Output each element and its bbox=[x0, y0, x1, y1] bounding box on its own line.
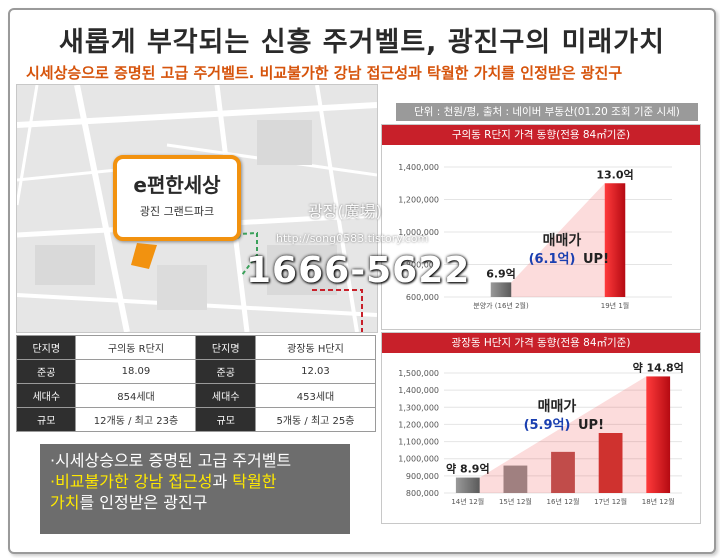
info-label: 세대수 bbox=[195, 383, 256, 408]
info-label: 준공 bbox=[195, 359, 256, 384]
chart-bar bbox=[646, 376, 671, 493]
chart-bar bbox=[455, 477, 480, 493]
data-label: 약 14.8억 bbox=[633, 360, 684, 374]
y-tick-label: 600,000 bbox=[406, 293, 439, 302]
chart-bar bbox=[490, 282, 512, 297]
chart-bar bbox=[598, 433, 623, 493]
growth-wedge bbox=[511, 183, 605, 297]
complex-info-table: 단지명 구의동 R단지 단지명 광장동 H단지 준공 18.09 준공 12.03 세대수 854… bbox=[15, 335, 377, 432]
chart-bar bbox=[604, 183, 626, 297]
info-label: 단지명 bbox=[15, 335, 77, 360]
annotation-label: 매매가 bbox=[543, 233, 582, 249]
note-line-3-rest: 를 인정받은 광진구 bbox=[79, 493, 208, 512]
y-tick-label: 1,200,000 bbox=[398, 196, 439, 205]
y-tick-label: 900,000 bbox=[406, 472, 439, 481]
y-tick-label: 1,000,000 bbox=[398, 228, 439, 237]
annotation-label: 매매가 bbox=[538, 399, 577, 415]
info-value: 12.03 bbox=[254, 359, 377, 384]
chart-panel-2: 광장동 H단지 가격 동향(전용 84㎡기준) 1,500,000 1,400,0… bbox=[381, 332, 701, 524]
info-row: 규모 12개동 / 최고 23층 규모 5개동 / 최고 25층 bbox=[15, 407, 377, 432]
info-value: 453세대 bbox=[254, 383, 377, 408]
y-tick-label: 800,000 bbox=[406, 489, 439, 498]
note-line-2-highlight-2: 탁월한 bbox=[232, 472, 277, 491]
y-tick-label: 1,000,000 bbox=[398, 455, 439, 464]
y-tick-label: 1,300,000 bbox=[398, 403, 439, 412]
note-line-1: ·시세상승으로 증명된 고급 주거벨트 bbox=[50, 451, 292, 470]
summary-note: ·시세상승으로 증명된 고급 주거벨트 ·비교불가한 강남 접근성과 탁월한 가… bbox=[40, 444, 350, 534]
note-line-3-highlight: 가치 bbox=[50, 493, 80, 512]
note-line-2-highlight: ·비교불가한 강남 접근성 bbox=[50, 472, 213, 491]
info-value: 광장동 H단지 bbox=[254, 335, 377, 360]
location-map: e편한세상 광진 그랜드파크 bbox=[16, 84, 378, 333]
data-label: 13.0억 bbox=[596, 168, 633, 181]
x-tick-label: 19년 1월 bbox=[601, 301, 629, 310]
x-tick-label: 17년 12월 bbox=[594, 497, 627, 506]
chart-2-title: 광장동 H단지 가격 동향(전용 84㎡기준) bbox=[382, 333, 700, 353]
growth-wedge bbox=[479, 376, 647, 493]
brand-logo: e편한세상 bbox=[133, 173, 221, 197]
data-label: 6.9억 bbox=[486, 267, 516, 280]
chart-1-title: 구의동 R단지 가격 동향(전용 84㎡기준) bbox=[382, 125, 700, 145]
info-label: 규모 bbox=[195, 407, 256, 432]
y-tick-label: 1,200,000 bbox=[398, 420, 439, 429]
unit-source-note: 단위 : 천원/평, 출처 : 네이버 부동산(01.20 조회 기준 시세) bbox=[396, 103, 698, 121]
info-label: 단지명 bbox=[195, 335, 256, 360]
chart-panel-1: 구의동 R단지 가격 동향(전용 84㎡기준) 1,400,000 1,200,0… bbox=[381, 124, 701, 330]
y-tick-label: 1,400,000 bbox=[398, 386, 439, 395]
x-tick-label: 14년 12월 bbox=[451, 497, 484, 506]
brand-subtitle: 광진 그랜드파크 bbox=[139, 205, 215, 218]
info-value: 5개동 / 최고 25층 bbox=[254, 407, 377, 432]
map-streets bbox=[17, 85, 377, 332]
info-label: 세대수 bbox=[15, 383, 77, 408]
page-title: 새롭게 부각되는 신흥 주거벨트, 광진구의 미래가치 bbox=[59, 27, 665, 58]
chart-bar bbox=[503, 465, 528, 493]
info-value: 12개동 / 최고 23층 bbox=[75, 407, 197, 432]
x-tick-label: 15년 12월 bbox=[499, 497, 532, 506]
chart-bar bbox=[551, 451, 575, 493]
annotation-suffix: UP! bbox=[578, 418, 604, 433]
note-line-3: 가치를 인정받은 광진구 bbox=[50, 492, 340, 513]
y-tick-label: 1,400,000 bbox=[398, 163, 439, 172]
info-value: 18.09 bbox=[75, 359, 197, 384]
info-label: 규모 bbox=[15, 407, 77, 432]
y-tick-label: 1,500,000 bbox=[398, 369, 439, 378]
y-tick-label: 1,100,000 bbox=[398, 438, 439, 447]
info-value: 854세대 bbox=[75, 383, 197, 408]
brand-callout: e편한세상 광진 그랜드파크 bbox=[113, 155, 241, 241]
info-row: 단지명 구의동 R단지 단지명 광장동 H단지 bbox=[15, 335, 377, 360]
info-row: 세대수 854세대 세대수 453세대 bbox=[15, 383, 377, 408]
annotation-suffix: UP! bbox=[583, 252, 609, 267]
data-label: 약 8.9억 bbox=[446, 462, 490, 476]
x-tick-label: 18년 12월 bbox=[642, 497, 675, 506]
info-value: 구의동 R단지 bbox=[75, 335, 197, 360]
chart-1-svg: 1,400,000 1,200,000 1,000,000 800,000 600,00… bbox=[398, 163, 672, 310]
y-tick-label: 800,000 bbox=[406, 261, 439, 270]
chart-2-svg: 1,500,000 1,400,000 1,300,000 1,200,000 1,10… bbox=[398, 360, 684, 506]
annotation-value: (6.1억) bbox=[529, 252, 576, 267]
info-label: 준공 bbox=[15, 359, 77, 384]
note-line-2: ·비교불가한 강남 접근성과 탁월한 bbox=[50, 471, 340, 492]
x-tick-label: 16년 12월 bbox=[547, 497, 580, 506]
info-row: 준공 18.09 준공 12.03 bbox=[15, 359, 377, 384]
x-tick-label: 분양가 (16년 2월) bbox=[473, 301, 529, 310]
annotation-value: (5.9억) bbox=[524, 418, 571, 433]
page-subtitle: 시세상승으로 증명된 고급 주거벨트. 비교불가한 강남 접근성과 탁월한 가치… bbox=[26, 64, 623, 82]
note-line-2-rest: 과 bbox=[212, 472, 233, 491]
